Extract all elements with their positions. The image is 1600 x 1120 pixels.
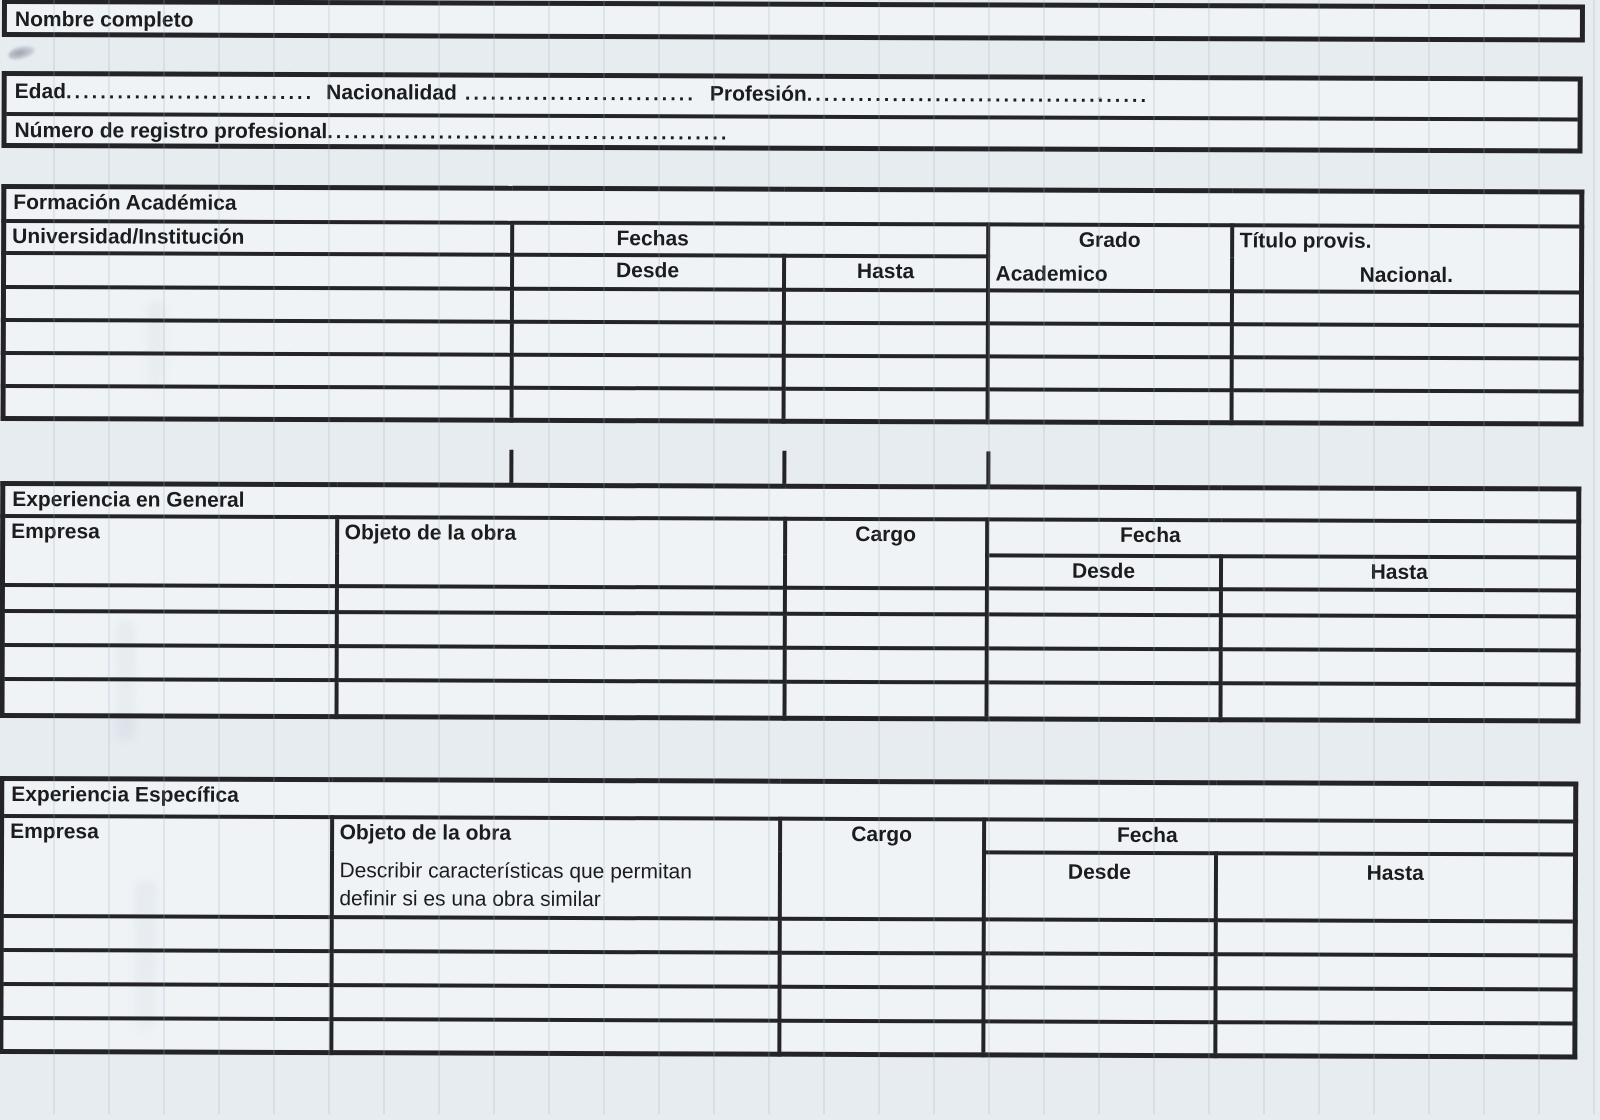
experiencia-general-title: Experiencia en General: [2, 483, 1579, 522]
empty-row: [3, 385, 1582, 424]
empty-cell: [2, 644, 337, 681]
especifica-col-desde: Desde: [983, 852, 1216, 920]
empty-cell: [1, 949, 332, 985]
table-line-overrun: [986, 451, 991, 488]
formacion-col-titulo: Título provis. Nacional.: [1231, 224, 1582, 292]
objeto-note: Describir características que permitan d…: [339, 858, 692, 911]
empty-cell: [0, 983, 332, 1019]
titulo-line2: Nacional.: [1359, 263, 1454, 287]
empty-row: [2, 678, 1579, 721]
general-col-cargo: Cargo: [784, 518, 987, 589]
formacion-col-grado: Grado Academico: [987, 223, 1232, 291]
empty-row: [0, 983, 1576, 1023]
empty-cell: [2, 678, 337, 717]
empty-cell: [3, 319, 512, 355]
especifica-col-empresa: Empresa: [1, 815, 332, 917]
empty-row: [2, 610, 1579, 651]
empty-cell: [3, 252, 512, 289]
profesion-label: Profesión: [709, 82, 807, 106]
empty-row: [3, 352, 1582, 391]
registro-profesional-row: Número de registro profesional..........…: [6, 116, 1577, 151]
nombre-completo-box: Nombre completo: [1, 0, 1585, 43]
especifica-col-hasta: Hasta: [1215, 853, 1576, 921]
edad-nacionalidad-profesion-row: Edad............................. Naciona…: [6, 75, 1578, 122]
nacionalidad-label: Nacionalidad: [326, 81, 457, 105]
formacion-col-universidad: Universidad/Institución: [3, 220, 512, 255]
nacionalidad-dotted-line: ...........................: [464, 82, 696, 106]
empty-cell: [3, 286, 512, 322]
general-col-objeto: Objeto de la obra: [336, 517, 785, 588]
formacion-col-desde: Desde: [511, 254, 784, 290]
experiencia-general-table: Experiencia en General Empresa Objeto de…: [0, 480, 1582, 723]
general-col-empresa: Empresa: [2, 515, 337, 587]
empty-cell: [1, 915, 332, 951]
empty-row: [3, 319, 1582, 358]
table-line-overrun: [782, 450, 787, 487]
experiencia-especifica-title: Experiencia Específica: [1, 778, 1576, 821]
especifica-col-objeto: Objeto de la obra Describir característi…: [331, 816, 780, 919]
empty-cell: [3, 352, 512, 388]
edad-label: Edad: [14, 80, 67, 104]
nombre-completo-label: Nombre completo: [14, 8, 194, 32]
registro-dotted-line: ........................................…: [327, 121, 730, 145]
grado-line1: Grado: [1078, 228, 1141, 252]
experiencia-especifica-table: Experiencia Específica Empresa Objeto de…: [0, 775, 1579, 1060]
registro-label: Número de registro profesional: [14, 119, 328, 144]
general-col-hasta: Hasta: [1220, 556, 1579, 591]
empty-cell: [2, 610, 337, 647]
general-col-desde: Desde: [986, 555, 1221, 590]
titulo-line1: Título provis.: [1239, 228, 1372, 253]
edad-dotted-line: .............................: [65, 81, 315, 105]
formacion-col-hasta: Hasta: [783, 255, 988, 290]
especifica-col-cargo: Cargo: [779, 818, 984, 919]
empty-cell: [0, 1017, 331, 1053]
empty-row: [0, 1017, 1575, 1057]
formacion-academica-table: Formación Académica Universidad/Instituc…: [0, 183, 1585, 427]
especifica-col-fecha: Fecha: [983, 818, 1576, 855]
empty-cell: [3, 385, 512, 421]
general-col-fecha: Fecha: [986, 519, 1579, 558]
profesion-dotted-line: ........................................: [806, 83, 1150, 107]
empty-row: [1, 915, 1576, 955]
empty-row: [3, 286, 1582, 325]
ink-smudge: [6, 43, 37, 62]
formacion-col-fechas: Fechas: [511, 222, 988, 257]
formacion-title: Formación Académica: [3, 186, 1582, 226]
grado-line2: Academico: [995, 261, 1108, 286]
empty-row: [1, 949, 1576, 989]
objeto-label: Objeto de la obra: [339, 820, 512, 845]
table-line-overrun: [509, 449, 514, 486]
empty-row: [2, 644, 1579, 685]
datos-personales-box: Edad............................. Naciona…: [1, 70, 1583, 154]
empty-cell: [2, 584, 337, 613]
